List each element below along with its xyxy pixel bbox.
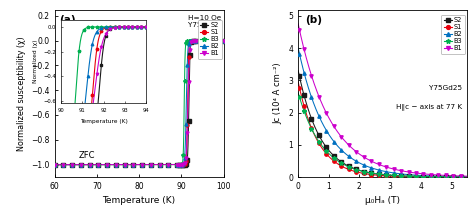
Text: Y75Gd25: Y75Gd25 xyxy=(428,85,462,91)
Text: H∥c − axis at 77 K: H∥c − axis at 77 K xyxy=(396,103,462,110)
Text: (b): (b) xyxy=(305,15,322,25)
Text: H=10 Oe
Y75Gd25: H=10 Oe Y75Gd25 xyxy=(188,15,221,28)
Legend: S2, S1, B2, B3, B1: S2, S1, B2, B3, B1 xyxy=(441,15,465,54)
Y-axis label: Normalized susceptibility (χ): Normalized susceptibility (χ) xyxy=(17,36,26,151)
X-axis label: Temperature (K): Temperature (K) xyxy=(102,197,175,205)
Y-axis label: Jᴄ (10⁴ A cm⁻²): Jᴄ (10⁴ A cm⁻²) xyxy=(273,63,283,124)
X-axis label: μ₀Hₐ (T): μ₀Hₐ (T) xyxy=(365,197,400,205)
Text: (a): (a) xyxy=(60,15,76,25)
Text: ZFC: ZFC xyxy=(78,151,95,160)
Legend: S2, S1, B3, B2, B1: S2, S1, B3, B2, B1 xyxy=(198,20,222,59)
